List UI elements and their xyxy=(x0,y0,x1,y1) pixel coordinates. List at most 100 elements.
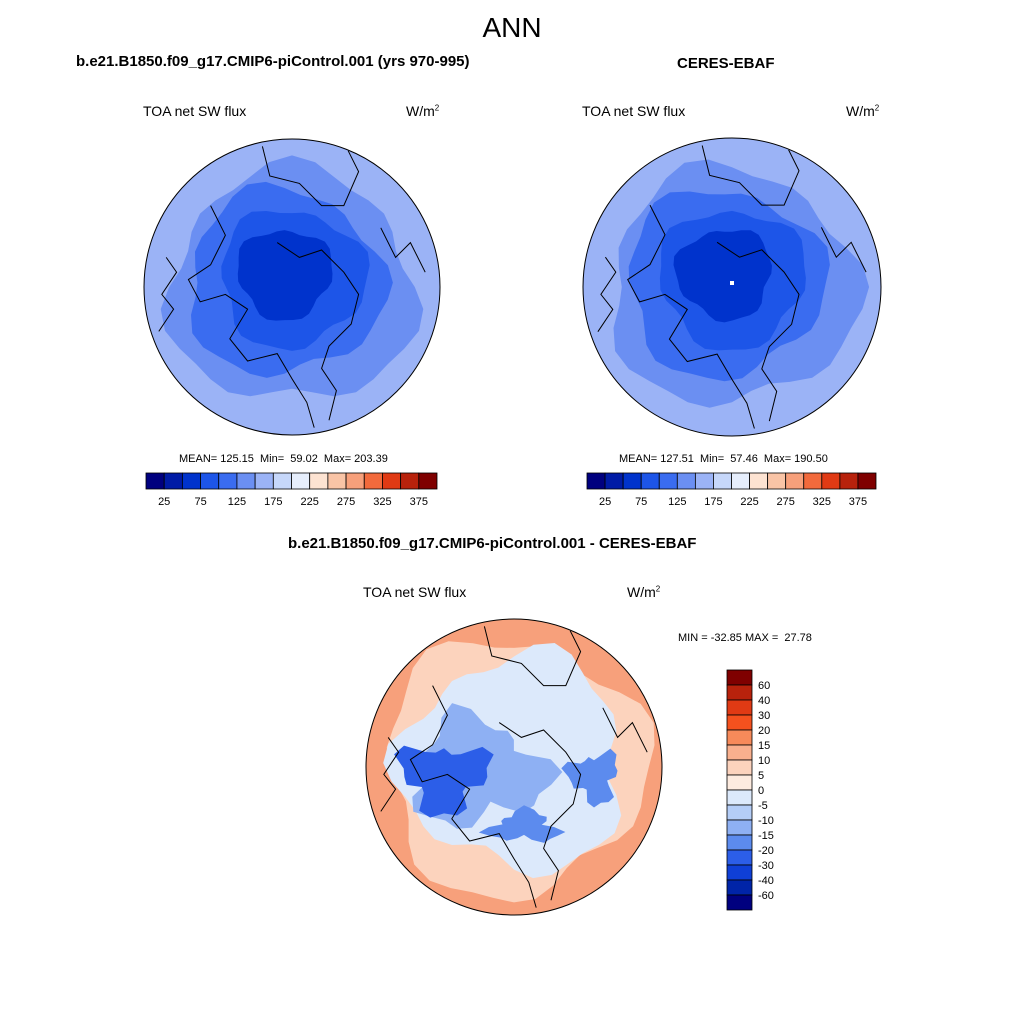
colorbar3-swatch xyxy=(726,774,753,791)
colorbar1-swatch xyxy=(236,472,256,490)
map2-field xyxy=(583,138,881,436)
colorbar2-swatch xyxy=(839,472,859,490)
colorbar2-tick-label: 175 xyxy=(704,496,722,508)
map3-border xyxy=(365,618,663,916)
colorbar3-tick-label: 20 xyxy=(758,725,770,737)
colorbar3-swatch xyxy=(726,699,753,716)
colorbar2-tick-label: 275 xyxy=(777,496,795,508)
colorbar3-swatch xyxy=(726,714,753,731)
colorbar3-tick-label: -10 xyxy=(758,815,774,827)
colorbar1-swatch xyxy=(145,472,165,490)
colorbar2-swatch xyxy=(640,472,660,490)
colorbar1-tick-label: 325 xyxy=(373,496,391,508)
colorbar1-swatch xyxy=(181,472,201,490)
colorbar3-swatch xyxy=(726,744,753,761)
panel2-stats: MEAN= 127.51 Min= 57.46 Max= 190.50 xyxy=(619,453,828,465)
colorbar3-swatch xyxy=(726,759,753,776)
map3-contour-band xyxy=(561,748,618,808)
map1-border xyxy=(143,138,441,436)
colorbar3-tick-label: 60 xyxy=(758,680,770,692)
colorbar1-tick-label: 275 xyxy=(337,496,355,508)
colorbar1-swatch xyxy=(400,472,420,490)
panel1-stats: MEAN= 125.15 Min= 59.02 Max= 203.39 xyxy=(179,453,388,465)
colorbar2-swatch xyxy=(694,472,714,490)
colorbar2-tick-label: 125 xyxy=(668,496,686,508)
map1-contour-band xyxy=(237,230,333,321)
map2-contour-band xyxy=(673,230,772,323)
panel1-units: W/m2 xyxy=(406,103,440,119)
map2-border xyxy=(582,137,882,437)
map3-field xyxy=(366,619,662,915)
colorbar3-tick-label: 30 xyxy=(758,710,770,722)
map1-field xyxy=(144,139,440,435)
colorbar3-swatch xyxy=(726,804,753,821)
colorbar1-swatch xyxy=(291,472,311,490)
map3-contour-band xyxy=(478,805,566,843)
panel2-variable-label: TOA net SW flux xyxy=(582,103,686,119)
colorbar1-tick-label: 125 xyxy=(228,496,246,508)
colorbar3-tick-label: -20 xyxy=(758,845,774,857)
figure-title: ANN xyxy=(482,12,542,43)
colorbar3-swatch xyxy=(726,789,753,806)
colorbar2-swatch xyxy=(785,472,805,490)
colorbar1-tick-label: 25 xyxy=(158,496,170,508)
colorbar1-swatch xyxy=(200,472,220,490)
panel3-stats: MIN = -32.85 MAX = 27.78 xyxy=(678,632,812,644)
colorbar1-swatch xyxy=(418,472,438,490)
panel1-title: b.e21.B1850.f09_g17.CMIP6-piControl.001 … xyxy=(76,53,470,70)
panel3-units: W/m2 xyxy=(627,584,661,600)
map2-coastline xyxy=(597,145,867,429)
map3-contour-band xyxy=(394,745,494,818)
colorbar1-swatch xyxy=(363,472,383,490)
colorbar2-swatch xyxy=(767,472,787,490)
colorbar2-swatch xyxy=(604,472,624,490)
colorbar1-tick-label: 375 xyxy=(410,496,428,508)
map1-coastline xyxy=(158,146,426,428)
colorbar2-swatch xyxy=(676,472,696,490)
colorbar3-tick-label: 5 xyxy=(758,770,764,782)
colorbar3-tick-label: -15 xyxy=(758,830,774,842)
colorbar1-tick-label: 75 xyxy=(194,496,206,508)
colorbar3-tick-label: 0 xyxy=(758,785,764,797)
colorbar3-swatch xyxy=(726,894,753,911)
colorbar1-swatch xyxy=(272,472,292,490)
colorbar2-swatch xyxy=(658,472,678,490)
panel2-title: CERES-EBAF xyxy=(677,55,775,72)
colorbar3-tick-label: 15 xyxy=(758,740,770,752)
colorbar2-tick-label: 75 xyxy=(635,496,647,508)
panel2-units: W/m2 xyxy=(846,103,880,119)
colorbar2-swatch xyxy=(622,472,642,490)
colorbar3-tick-label: -60 xyxy=(758,890,774,902)
colorbar2-tick-label: 375 xyxy=(849,496,867,508)
colorbar1-tick-label: 175 xyxy=(264,496,282,508)
colorbar1-tick-label: 225 xyxy=(301,496,319,508)
colorbar2-tick-label: 225 xyxy=(740,496,758,508)
map2-pole-missing-marker xyxy=(730,281,734,285)
colorbar3-swatch xyxy=(726,849,753,866)
colorbar2-swatch xyxy=(803,472,823,490)
colorbar3-tick-label: 10 xyxy=(758,755,770,767)
panel3-variable-label: TOA net SW flux xyxy=(363,584,467,600)
colorbar2-swatch xyxy=(857,472,877,490)
colorbar2-swatch xyxy=(586,472,606,490)
colorbar3-swatch xyxy=(726,684,753,701)
colorbar3-swatch xyxy=(726,729,753,746)
colorbar2-tick-label: 325 xyxy=(813,496,831,508)
colorbar2-tick-label: 25 xyxy=(599,496,611,508)
colorbar3-tick-label: -5 xyxy=(758,800,768,812)
colorbar1-swatch xyxy=(382,472,402,490)
colorbar1-swatch xyxy=(309,472,329,490)
colorbar2-swatch xyxy=(749,472,769,490)
colorbar2-swatch xyxy=(731,472,750,490)
colorbar2-swatch xyxy=(713,472,732,490)
colorbar1-swatch xyxy=(218,472,238,490)
colorbar1-swatch xyxy=(327,472,347,490)
map3-coastline xyxy=(380,626,648,908)
colorbar3-swatch xyxy=(726,864,753,881)
colorbar1-swatch xyxy=(254,472,274,490)
colorbar3-swatch xyxy=(726,819,753,836)
colorbar3-swatch xyxy=(726,834,753,851)
colorbar3-tick-label: -30 xyxy=(758,860,774,872)
colorbar3-tick-label: 40 xyxy=(758,695,770,707)
